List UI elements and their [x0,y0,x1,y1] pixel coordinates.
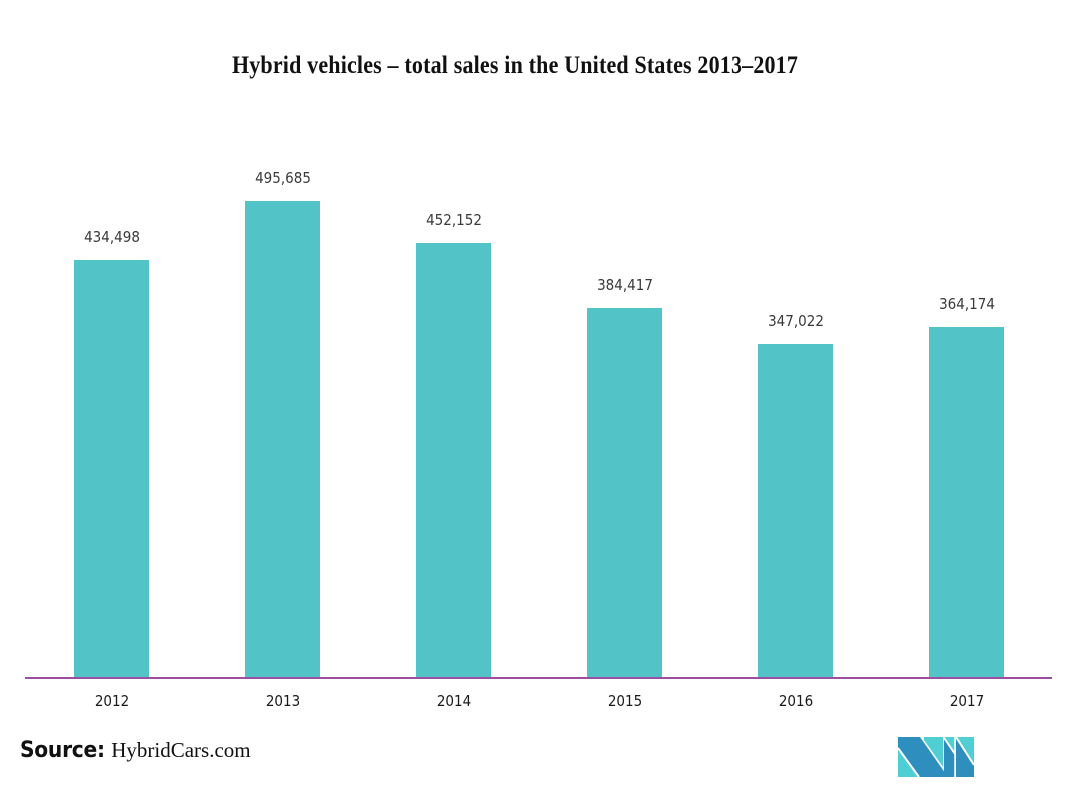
value-label: 452,152 [425,211,482,229]
x-tick-label: 2013 [265,692,300,710]
bar-2013 [245,201,320,677]
x-tick-label: 2016 [778,692,813,710]
value-label: 384,417 [596,276,653,294]
x-tick-label: 2017 [949,692,984,710]
value-label: 347,022 [767,312,824,330]
bar-2016 [758,344,833,677]
x-tick-label: 2012 [94,692,129,710]
x-tick-label: 2014 [436,692,471,710]
x-axis-line [25,677,1052,679]
bar-2015 [587,308,662,677]
value-label: 364,174 [938,295,995,313]
chart-title: Hybrid vehicles – total sales in the Uni… [231,52,799,79]
company-logo-icon [898,737,974,777]
value-label: 434,498 [83,228,140,246]
source-value: HybridCars.com [111,738,251,762]
value-label: 495,685 [254,169,311,187]
source-note: Source: HybridCars.com [20,738,251,763]
bar-2014 [416,243,491,677]
x-tick-label: 2015 [607,692,642,710]
source-label: Source: [20,738,105,763]
bar-2012 [74,260,149,677]
bar-2017 [929,327,1004,677]
